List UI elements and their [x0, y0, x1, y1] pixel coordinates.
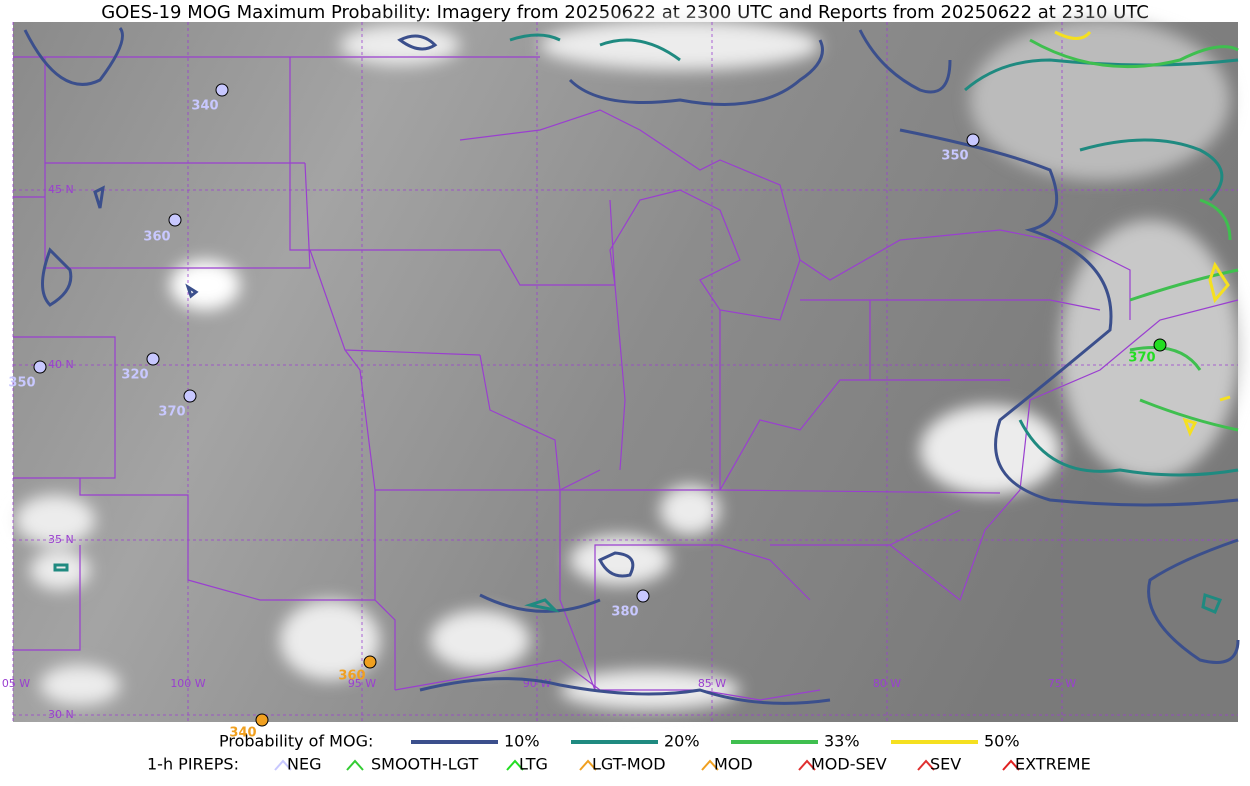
legend-label: NEG	[287, 755, 321, 774]
legend-symbol	[798, 759, 816, 771]
legend-label: SEV	[930, 755, 961, 774]
pirep-label: 360	[338, 669, 365, 684]
pirep-symbol	[1153, 338, 1167, 352]
pirep-symbol	[33, 360, 47, 374]
pirep-label: 370	[1128, 351, 1155, 366]
legend-label: SMOOTH-LGT	[371, 755, 478, 774]
pireps: 340 360 350 350 320 370 380 360 340 370	[8, 83, 1167, 741]
pirep-label: 350	[8, 376, 35, 391]
legend-label: MOD-SEV	[811, 755, 887, 774]
pirep-symbol	[255, 713, 269, 727]
longitude-label: 05 W	[2, 677, 30, 690]
legend: Probability of MOG: 10% 20% 33% 50% 1-h PIREP…	[147, 732, 1091, 774]
pirep-label: 380	[611, 605, 638, 620]
latitude-label: 30 N	[48, 708, 74, 721]
pirep-label: 320	[121, 368, 148, 383]
latitude-label: 45 N	[48, 183, 74, 196]
legend-symbol	[917, 759, 935, 771]
legend-label: LTG	[519, 755, 548, 774]
graticule: 45 N40 N35 N30 N05 W 100 W 95 W 90 W 85 W 80 …	[2, 22, 1238, 722]
pirep-symbol	[183, 389, 197, 403]
legend-label: 33%	[824, 732, 860, 751]
pirep-symbol	[363, 655, 377, 669]
pirep-symbol	[636, 589, 650, 603]
legend-title: 1-h PIREPS:	[147, 755, 239, 774]
latitude-label: 35 N	[48, 533, 74, 546]
legend-symbol	[346, 759, 364, 771]
mog-contours	[23, 27, 1240, 705]
legend-title: Probability of MOG:	[219, 732, 373, 751]
legend-label: EXTREME	[1015, 755, 1091, 774]
legend-label: 20%	[664, 732, 700, 751]
latitude-label: 40 N	[48, 358, 74, 371]
longitude-label: 75 W	[1048, 677, 1076, 690]
pirep-symbol	[966, 133, 980, 147]
title: GOES-19 MOG Maximum Probability: Imagery…	[101, 2, 1149, 23]
pirep-symbol	[146, 352, 160, 366]
legend-label: MOD	[714, 755, 753, 774]
pirep-label: 360	[143, 230, 170, 245]
pirep-label: 370	[158, 405, 185, 420]
state-borders	[12, 56, 1239, 701]
legend-symbol	[274, 759, 292, 771]
legend-symbol	[1002, 759, 1020, 771]
pirep-label: 340	[191, 99, 218, 114]
longitude-label: 100 W	[170, 677, 205, 690]
legend-symbol	[701, 759, 719, 771]
longitude-label: 95 W	[348, 677, 376, 690]
pirep-symbol	[168, 213, 182, 227]
legend-label: 50%	[984, 732, 1020, 751]
legend-symbol	[579, 759, 597, 771]
legend-symbol	[506, 759, 524, 771]
pirep-label: 350	[941, 149, 968, 164]
pirep-label: 340	[229, 726, 256, 741]
pirep-symbol	[215, 83, 229, 97]
longitude-label: 85 W	[698, 677, 726, 690]
legend-label: LGT-MOD	[592, 755, 666, 774]
legend-label: 10%	[504, 732, 540, 751]
longitude-label: 80 W	[873, 677, 901, 690]
